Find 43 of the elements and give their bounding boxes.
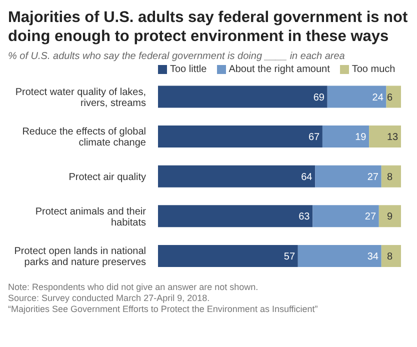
text: Note: Respondents who did not give an answer are not shown. [8, 282, 260, 293]
data-label: 13 [387, 132, 399, 144]
data-label: 34 [367, 252, 379, 263]
chart-title: Majorities of U.S. adults say federal government is not doing enough to protect environment in these ways [8, 8, 409, 46]
bar [327, 86, 386, 108]
data-label: 6 [387, 92, 393, 104]
bar [158, 205, 313, 228]
data-label: 63 [298, 212, 310, 223]
bar [315, 165, 382, 188]
data-label: 8 [387, 172, 393, 183]
bar [312, 205, 379, 228]
data-label: 19 [355, 132, 367, 144]
bar [158, 244, 298, 267]
legend-label: Too little [169, 64, 207, 75]
y-tick-label: Protect air quality [68, 172, 146, 183]
source-note: Source: Survey conducted March 27-April 9, 2018. [8, 293, 211, 304]
y-tick-label: Reduce the effects of global climate change [22, 126, 146, 149]
y-tick-label: Protect water quality of lakes, rivers, streams [15, 86, 146, 109]
bar [158, 126, 322, 148]
text: “Majorities See Government Efforts to Protect the Environment as Insufficient” [8, 304, 319, 315]
data-label: 57 [284, 252, 296, 263]
y-tick-label: Protect animals and their habitats [35, 206, 147, 228]
bar [369, 126, 401, 148]
data-label: 9 [387, 212, 393, 223]
bar [381, 244, 401, 267]
data-label: 24 [372, 92, 384, 104]
data-label: 8 [387, 252, 393, 263]
legend-label: About the right amount [228, 64, 330, 75]
bar [381, 165, 401, 188]
bar [298, 244, 382, 267]
data-label: 64 [301, 172, 313, 183]
data-label: 67 [308, 132, 320, 144]
bar [378, 205, 401, 228]
legend-label: Too much [350, 64, 396, 75]
chart-subtitle: % of U.S. adults who say the federal government is doing ____ in each area [8, 51, 346, 62]
bar [322, 126, 370, 148]
bar [386, 86, 401, 108]
data-label: 27 [367, 172, 379, 183]
data-label: 69 [313, 92, 325, 104]
bar [158, 165, 316, 188]
y-tick-label: Protect open lands in national parks and nature preserves [14, 246, 146, 268]
bar [158, 86, 328, 108]
data-label: 27 [364, 212, 376, 223]
